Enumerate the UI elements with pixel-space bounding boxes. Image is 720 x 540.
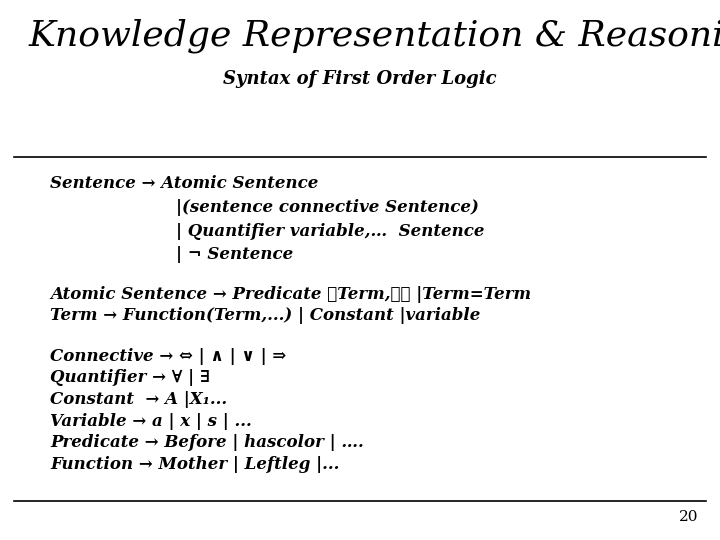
Text: Term → Function(Term,...) | Constant |variable: Term → Function(Term,...) | Constant |va… bbox=[50, 307, 481, 325]
Text: Connective → ⇔ | ∧ | ∨ | ⇒: Connective → ⇔ | ∧ | ∨ | ⇒ bbox=[50, 348, 287, 365]
Text: Function → Mother | Leftleg |...: Function → Mother | Leftleg |... bbox=[50, 456, 340, 473]
Text: Quantifier → ∀ | ∃: Quantifier → ∀ | ∃ bbox=[50, 369, 210, 387]
Text: | ¬ Sentence: | ¬ Sentence bbox=[176, 246, 294, 263]
Text: Sentence → Atomic Sentence: Sentence → Atomic Sentence bbox=[50, 175, 319, 192]
Text: Variable → a | x | s | ...: Variable → a | x | s | ... bbox=[50, 413, 252, 430]
Text: Constant  → A |X₁...: Constant → A |X₁... bbox=[50, 391, 228, 408]
Text: | Quantifier variable,…  Sentence: | Quantifier variable,… Sentence bbox=[176, 222, 485, 240]
Text: 20: 20 bbox=[679, 510, 698, 524]
Text: |(sentence connective Sentence): |(sentence connective Sentence) bbox=[176, 199, 480, 217]
Text: Atomic Sentence → Predicate （Term,⋯） |Term=Term: Atomic Sentence → Predicate （Term,⋯） |Te… bbox=[50, 286, 531, 303]
Text: Syntax of First Order Logic: Syntax of First Order Logic bbox=[223, 70, 497, 88]
Text: Knowledge Representation & Reasoning: Knowledge Representation & Reasoning bbox=[29, 19, 720, 53]
Text: Predicate → Before | hascolor | ….: Predicate → Before | hascolor | …. bbox=[50, 434, 364, 451]
